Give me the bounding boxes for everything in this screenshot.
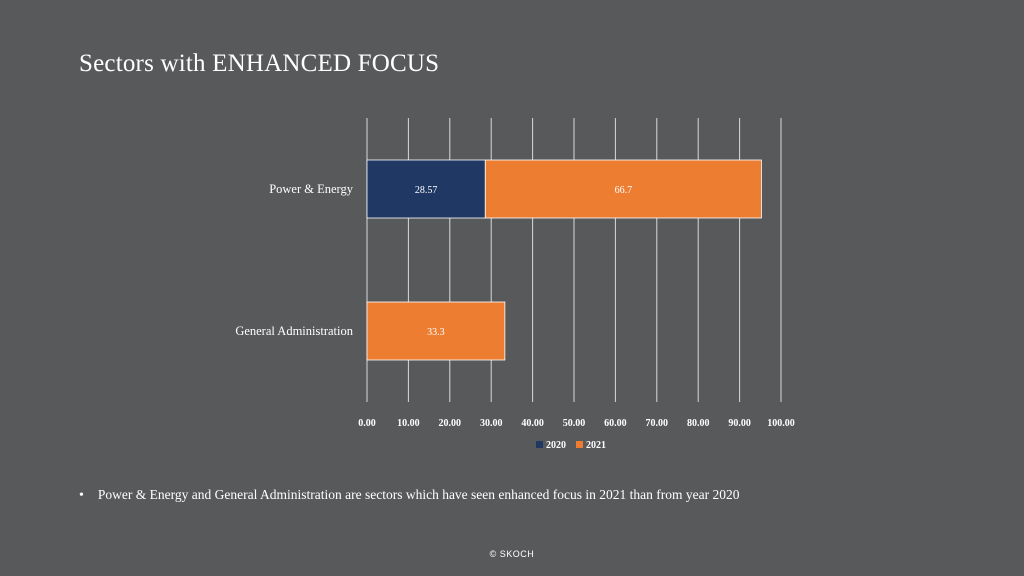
x-tick-label: 0.00: [358, 418, 376, 429]
category-label: Power & Energy: [269, 182, 354, 196]
data-label: 33.3: [427, 327, 445, 338]
x-tick-label: 30.00: [480, 418, 503, 429]
slide-title: Sectors with ENHANCED FOCUS: [79, 50, 440, 77]
bullet-dot: •: [79, 488, 84, 503]
x-tick-label: 80.00: [687, 418, 710, 429]
category-label: General Administration: [235, 324, 353, 338]
bullet-item: • Power & Energy and General Administrat…: [79, 487, 739, 504]
x-tick-label: 60.00: [604, 418, 627, 429]
x-tick-label: 100.00: [767, 418, 795, 429]
x-tick-label: 20.00: [439, 418, 462, 429]
data-label: 66.7: [615, 185, 633, 196]
x-tick-label: 70.00: [646, 418, 669, 429]
legend-swatch-2021: [576, 441, 583, 448]
x-tick-label: 50.00: [563, 418, 586, 429]
legend-swatch-2020: [536, 441, 543, 448]
bar-2021: [366, 301, 506, 361]
x-tick-label: 10.00: [397, 418, 420, 429]
x-tick-label: 90.00: [728, 418, 751, 429]
bullet-text: Power & Energy and General Administratio…: [97, 487, 740, 502]
data-label: 28.57: [415, 185, 438, 196]
x-tick-label: 40.00: [521, 418, 544, 429]
legend-label: 2020: [546, 440, 566, 451]
bar-2021: [484, 159, 762, 219]
footer-copyright: © SKOCH: [489, 549, 535, 559]
legend-label: 2021: [586, 440, 606, 451]
